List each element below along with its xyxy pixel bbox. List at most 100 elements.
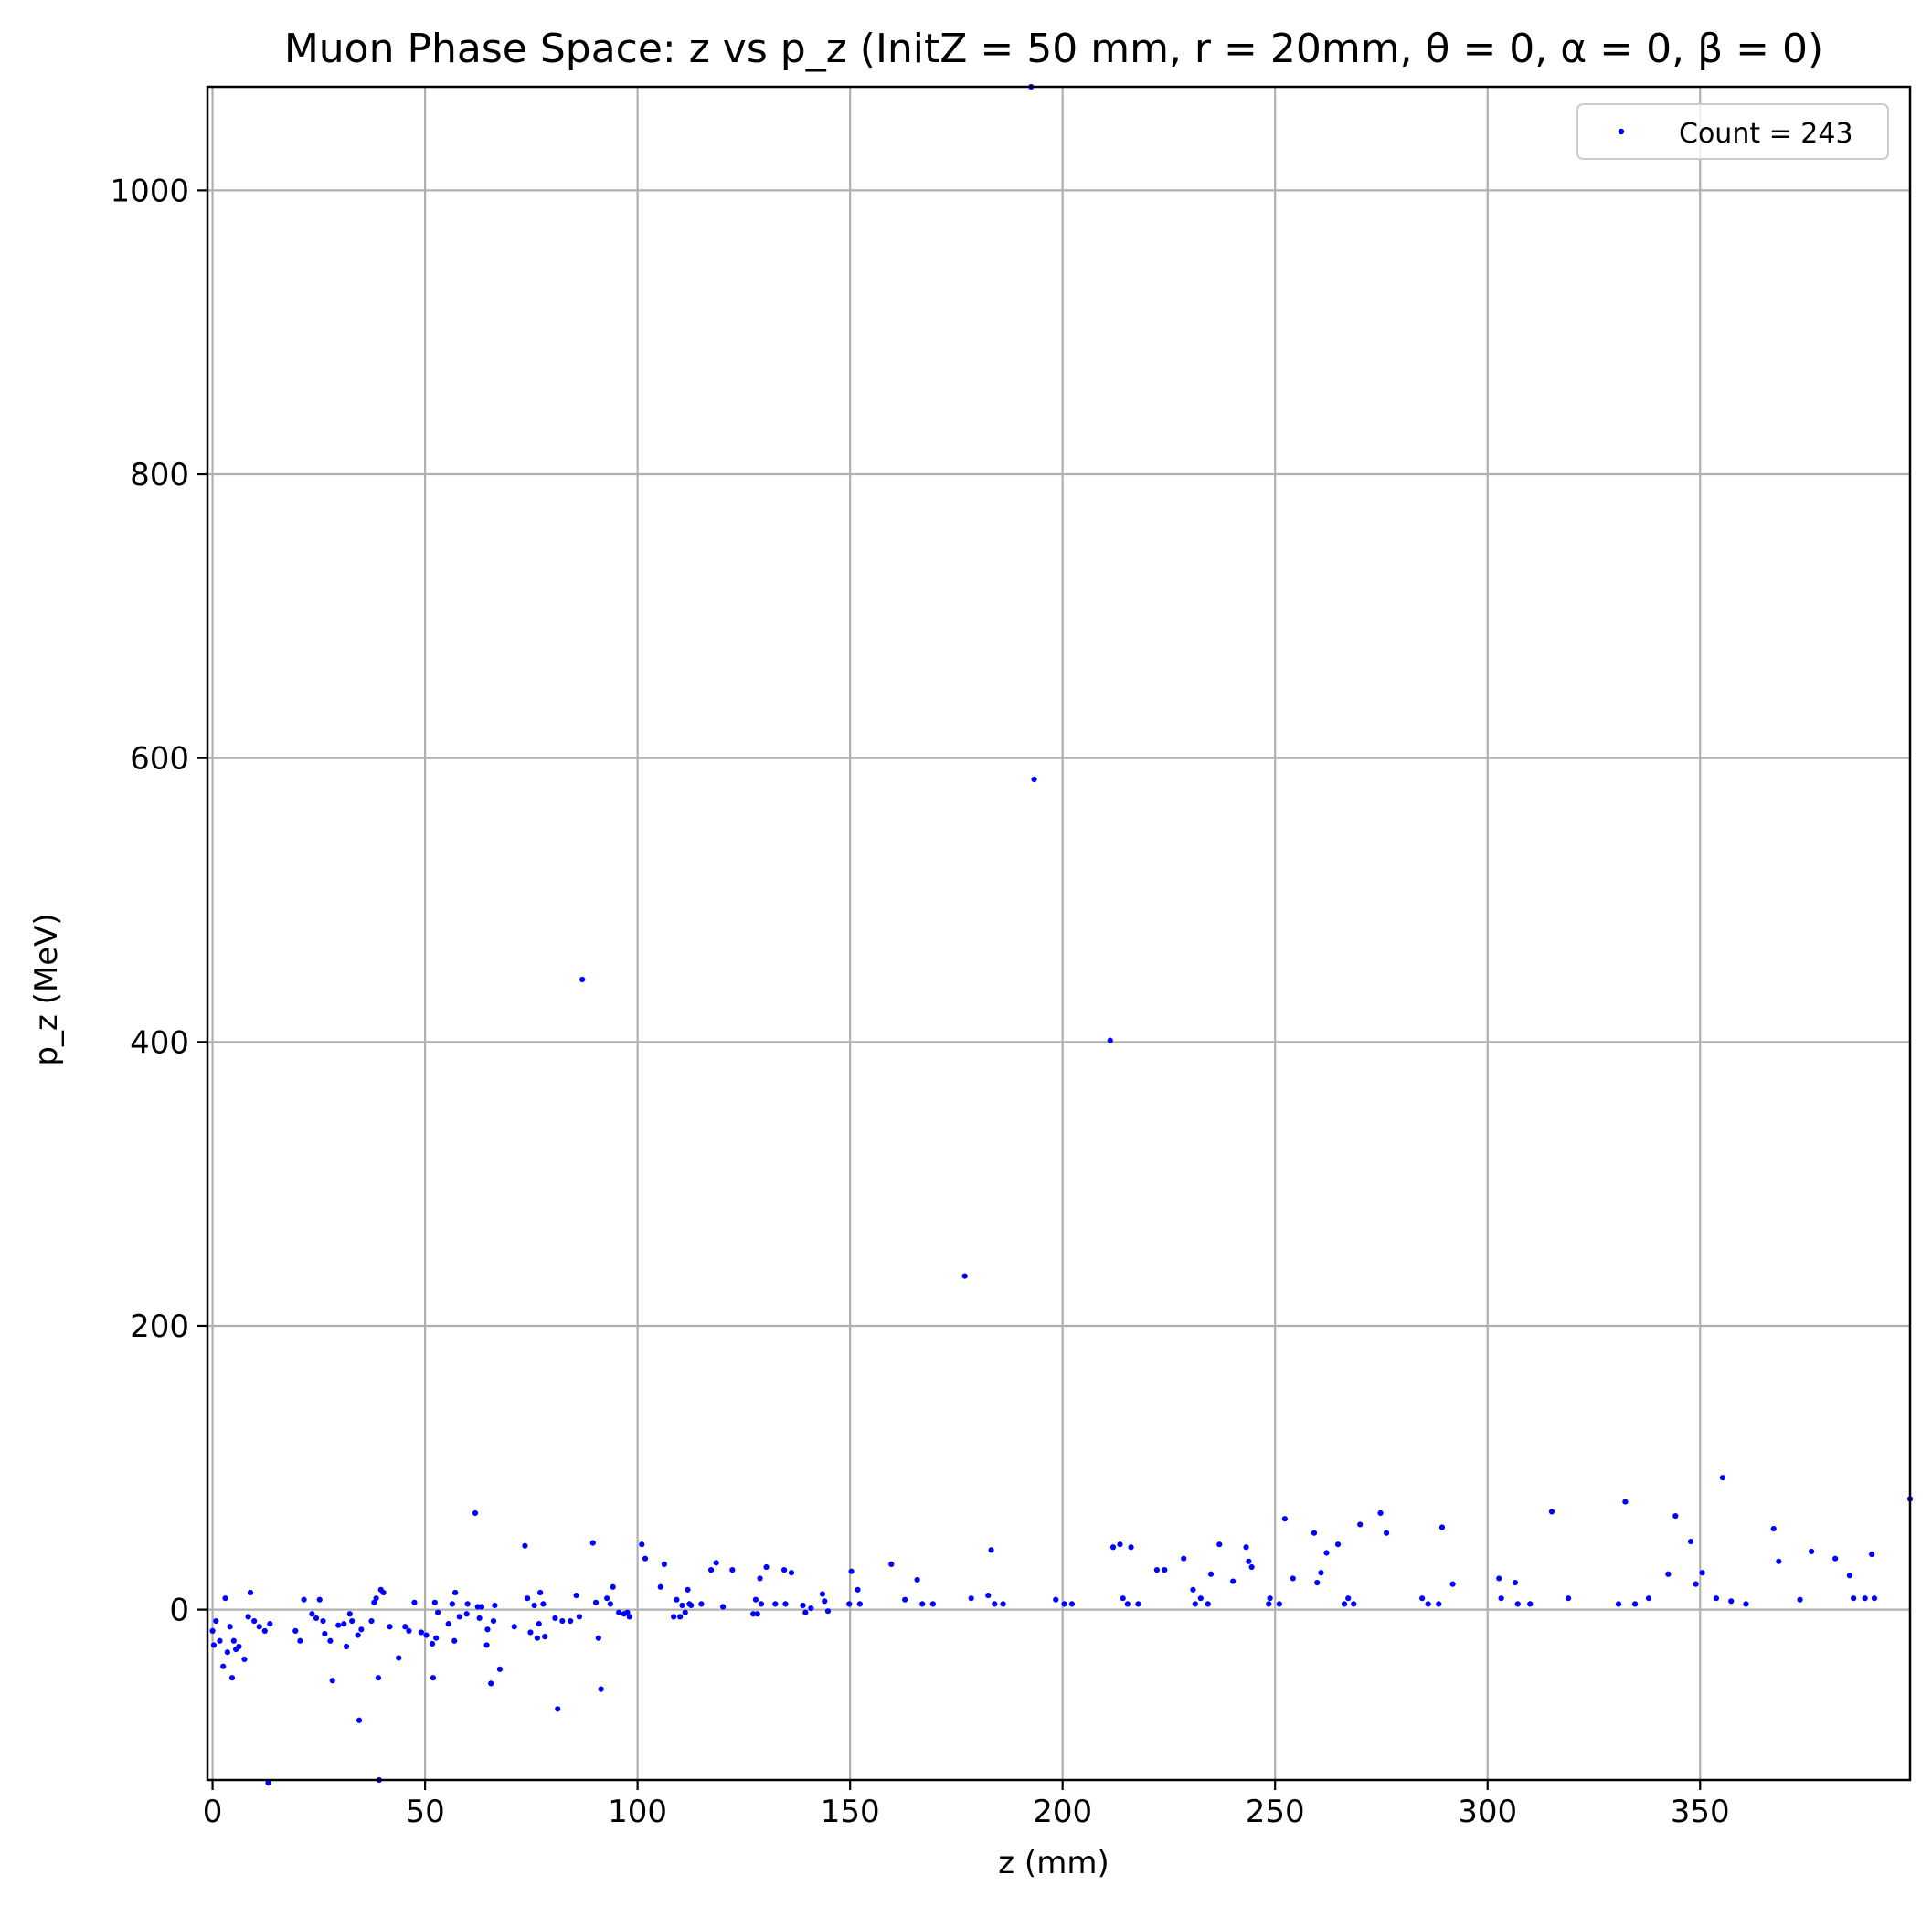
data-point: [624, 1609, 631, 1615]
data-point: [985, 1592, 992, 1599]
data-point: [1120, 1595, 1126, 1602]
data-point: [1851, 1595, 1857, 1602]
data-point: [1776, 1558, 1782, 1564]
data-point: [368, 1617, 375, 1625]
data-point: [256, 1624, 262, 1630]
data-point: [1181, 1555, 1187, 1562]
data-point: [802, 1609, 809, 1615]
data-point: [1192, 1601, 1198, 1607]
data-point: [341, 1621, 347, 1627]
data-point: [213, 1617, 219, 1625]
data-point: [247, 1589, 254, 1596]
data-point: [343, 1643, 350, 1650]
data-point: [1436, 1601, 1442, 1607]
data-point: [431, 1599, 438, 1605]
legend-marker: [1618, 128, 1625, 135]
data-point: [527, 1629, 534, 1636]
data-point: [688, 1602, 695, 1609]
data-point: [542, 1634, 548, 1640]
data-point: [1334, 1541, 1342, 1548]
data-point: [1383, 1530, 1390, 1536]
y-tick-label: 600: [130, 741, 189, 778]
data-point: [685, 1586, 691, 1593]
data-point: [511, 1624, 517, 1630]
data-point: [1311, 1530, 1318, 1536]
data-point: [1699, 1570, 1705, 1576]
x-tick-label: 300: [1458, 1794, 1517, 1830]
data-point: [1276, 1601, 1282, 1607]
data-point: [371, 1599, 377, 1605]
data-point: [292, 1627, 299, 1635]
data-point: [534, 1635, 540, 1641]
data-point: [1190, 1586, 1196, 1593]
data-point: [1770, 1525, 1777, 1532]
data-point: [309, 1611, 315, 1617]
data-point: [313, 1615, 320, 1622]
data-point: [230, 1637, 237, 1644]
data-point: [1548, 1509, 1555, 1515]
data-point: [346, 1611, 353, 1617]
data-point: [490, 1617, 497, 1625]
data-point: [355, 1632, 361, 1638]
data-point: [988, 1547, 994, 1553]
data-point: [1846, 1573, 1853, 1579]
data-point: [380, 1589, 387, 1596]
data-point: [1809, 1548, 1815, 1555]
data-point: [824, 1608, 832, 1615]
data-point: [1687, 1538, 1694, 1545]
x-tick-label: 350: [1671, 1794, 1730, 1830]
x-tick-label: 200: [1033, 1794, 1092, 1830]
data-point: [375, 1675, 382, 1681]
data-point: [1622, 1499, 1629, 1505]
data-point: [1869, 1551, 1875, 1558]
data-point: [961, 1273, 968, 1279]
data-point: [968, 1595, 974, 1602]
data-point: [402, 1624, 409, 1630]
data-point: [1290, 1575, 1296, 1582]
data-point: [418, 1629, 425, 1636]
data-point: [1281, 1516, 1289, 1522]
data-point: [822, 1598, 828, 1605]
data-point: [1498, 1595, 1504, 1602]
data-point: [772, 1601, 779, 1607]
data-point: [1514, 1601, 1521, 1607]
data-point: [682, 1609, 688, 1615]
data-point: [464, 1601, 471, 1607]
data-point: [445, 1621, 451, 1627]
data-point: [452, 1589, 459, 1596]
data-point: [387, 1624, 393, 1630]
data-point: [902, 1596, 908, 1603]
data-point: [1527, 1601, 1534, 1607]
data-point: [992, 1601, 998, 1607]
data-point: [1832, 1555, 1839, 1562]
data-point: [616, 1609, 622, 1615]
data-point: [919, 1601, 926, 1607]
data-point: [657, 1583, 663, 1590]
data-point: [1031, 776, 1037, 783]
data-point: [496, 1666, 504, 1672]
data-point: [329, 1678, 335, 1684]
data-point: [358, 1626, 365, 1633]
data-point: [245, 1614, 251, 1620]
data-point: [1341, 1601, 1348, 1607]
data-point: [552, 1615, 558, 1622]
data-point: [1117, 1541, 1123, 1548]
data-point: [674, 1596, 680, 1603]
data-point: [1871, 1595, 1878, 1602]
data-point: [1153, 1567, 1161, 1573]
data-point: [1713, 1595, 1720, 1602]
data-point: [484, 1626, 491, 1633]
data-point: [265, 1780, 271, 1786]
data-point: [316, 1596, 323, 1603]
x-tick-label: 50: [405, 1794, 444, 1830]
data-point: [758, 1601, 765, 1607]
data-point: [819, 1591, 826, 1597]
data-point: [782, 1601, 789, 1607]
data-point: [406, 1627, 412, 1635]
y-tick-label: 0: [169, 1593, 189, 1629]
data-point: [1205, 1601, 1211, 1607]
data-point: [536, 1621, 542, 1627]
data-point: [598, 1686, 604, 1692]
data-point: [434, 1609, 441, 1615]
data-point: [698, 1601, 705, 1607]
